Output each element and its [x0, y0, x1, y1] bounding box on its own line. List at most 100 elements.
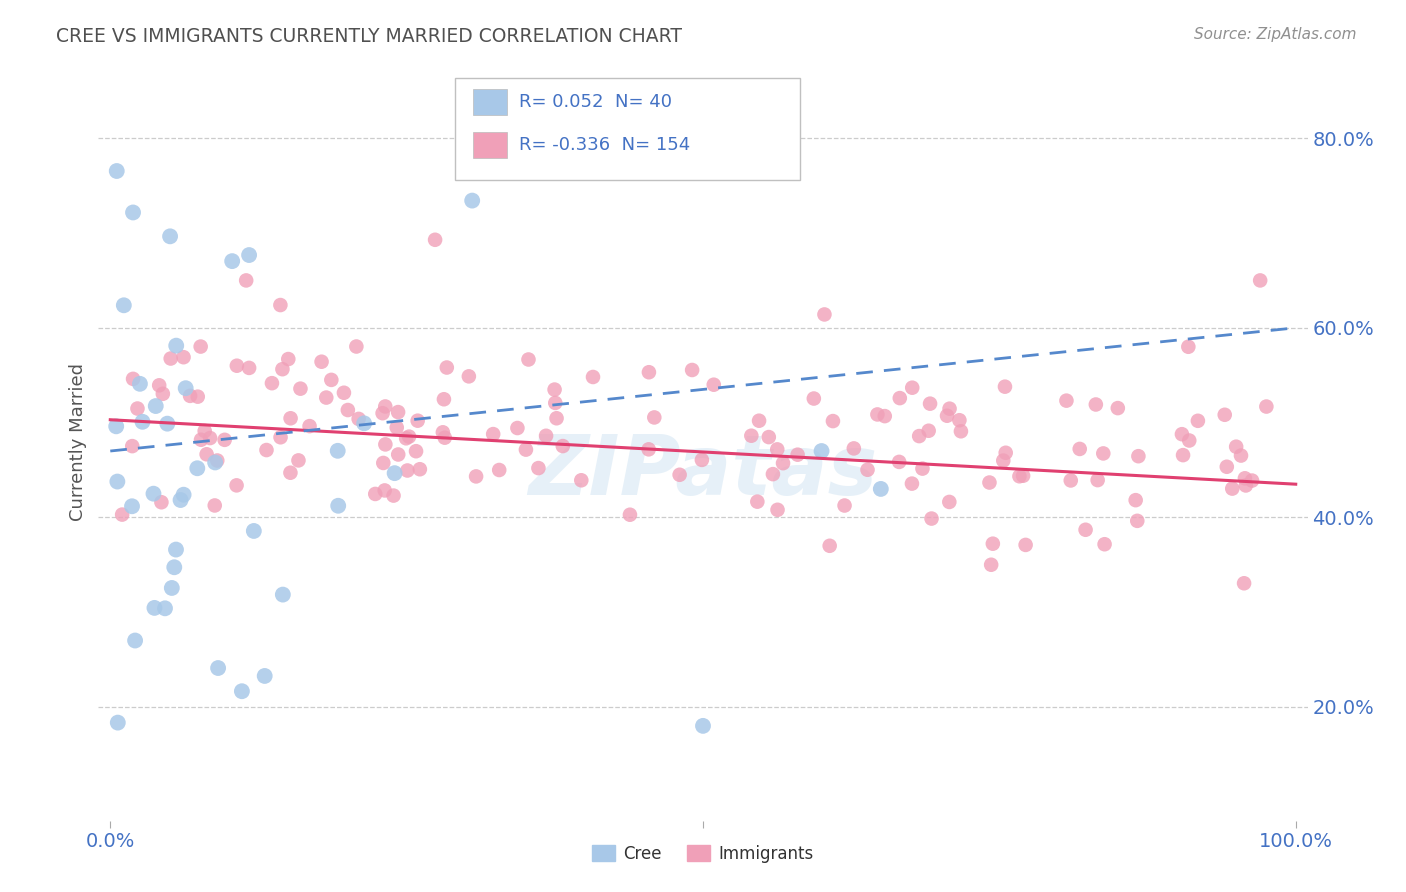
Point — [225, 478, 247, 492]
Point — [280, 466, 302, 480]
Point — [766, 442, 789, 457]
Point — [433, 431, 456, 445]
Point — [551, 439, 574, 453]
Point — [186, 461, 208, 475]
Point — [187, 390, 209, 404]
Point — [938, 495, 960, 509]
Point — [1014, 538, 1036, 552]
Point — [298, 419, 321, 434]
Point — [1240, 474, 1263, 488]
Point — [207, 453, 229, 467]
Point — [918, 397, 941, 411]
Point — [271, 588, 294, 602]
Point — [1213, 408, 1236, 422]
Point — [1087, 473, 1109, 487]
Point — [160, 581, 183, 595]
Point — [668, 467, 690, 482]
Point — [163, 560, 186, 574]
Point — [387, 405, 409, 419]
Point — [856, 463, 879, 477]
Point — [395, 431, 418, 445]
Point — [290, 382, 312, 396]
Point — [979, 475, 1001, 490]
Point — [506, 421, 529, 435]
Point — [703, 377, 725, 392]
Point — [384, 466, 406, 480]
Point — [873, 409, 896, 423]
Point — [762, 467, 785, 482]
Point — [195, 447, 218, 461]
Text: R= 0.052  N= 40: R= 0.052 N= 40 — [519, 93, 672, 111]
Point — [1233, 471, 1256, 485]
Text: R= -0.336  N= 154: R= -0.336 N= 154 — [519, 136, 690, 154]
Point — [409, 462, 432, 476]
Point — [994, 446, 1017, 460]
Point — [371, 406, 394, 420]
Point — [364, 487, 387, 501]
Point — [1177, 340, 1199, 354]
Point — [1234, 478, 1257, 492]
Legend: Cree, Immigrants: Cree, Immigrants — [585, 838, 821, 869]
Point — [866, 408, 889, 422]
Point — [1069, 442, 1091, 456]
Point — [766, 503, 789, 517]
Point — [482, 427, 505, 442]
Point — [993, 453, 1015, 467]
Point — [423, 233, 446, 247]
Point — [1012, 468, 1035, 483]
Point — [194, 424, 217, 438]
Point — [911, 461, 934, 475]
Point — [173, 488, 195, 502]
Point — [643, 410, 665, 425]
Point — [842, 442, 865, 456]
Point — [1128, 449, 1150, 463]
Point — [1008, 469, 1031, 483]
Point — [901, 381, 924, 395]
Point — [534, 429, 557, 443]
Point — [1125, 493, 1147, 508]
Point — [173, 350, 195, 364]
Text: Source: ZipAtlas.com: Source: ZipAtlas.com — [1194, 27, 1357, 42]
Point — [374, 483, 396, 498]
Point — [690, 453, 713, 467]
Point — [889, 391, 911, 405]
Point — [457, 369, 479, 384]
Point — [949, 424, 972, 438]
FancyBboxPatch shape — [474, 89, 508, 115]
Point — [908, 429, 931, 443]
Point — [221, 254, 243, 268]
Point — [112, 298, 135, 312]
Point — [253, 669, 276, 683]
Point — [231, 684, 253, 698]
Point — [1216, 459, 1239, 474]
Point — [373, 456, 395, 470]
Point — [127, 401, 149, 416]
Point — [1178, 434, 1201, 448]
Point — [105, 164, 128, 178]
Point — [869, 482, 891, 496]
Point — [333, 385, 356, 400]
Point — [374, 400, 396, 414]
Point — [122, 372, 145, 386]
Point — [336, 403, 359, 417]
Point — [105, 475, 128, 489]
Point — [165, 339, 187, 353]
Point — [1225, 440, 1247, 454]
Point — [121, 500, 143, 514]
Point — [465, 469, 488, 483]
Point — [1230, 449, 1253, 463]
Point — [638, 365, 661, 379]
Point — [124, 633, 146, 648]
Point — [748, 414, 770, 428]
Point — [150, 495, 173, 509]
Text: ZIPatas: ZIPatas — [529, 432, 877, 512]
Point — [921, 511, 943, 525]
Point — [235, 273, 257, 287]
Point — [994, 379, 1017, 393]
Point — [374, 437, 396, 451]
Point — [1094, 537, 1116, 551]
Point — [321, 373, 343, 387]
Point — [190, 340, 212, 354]
Point — [238, 248, 260, 262]
Point — [207, 661, 229, 675]
